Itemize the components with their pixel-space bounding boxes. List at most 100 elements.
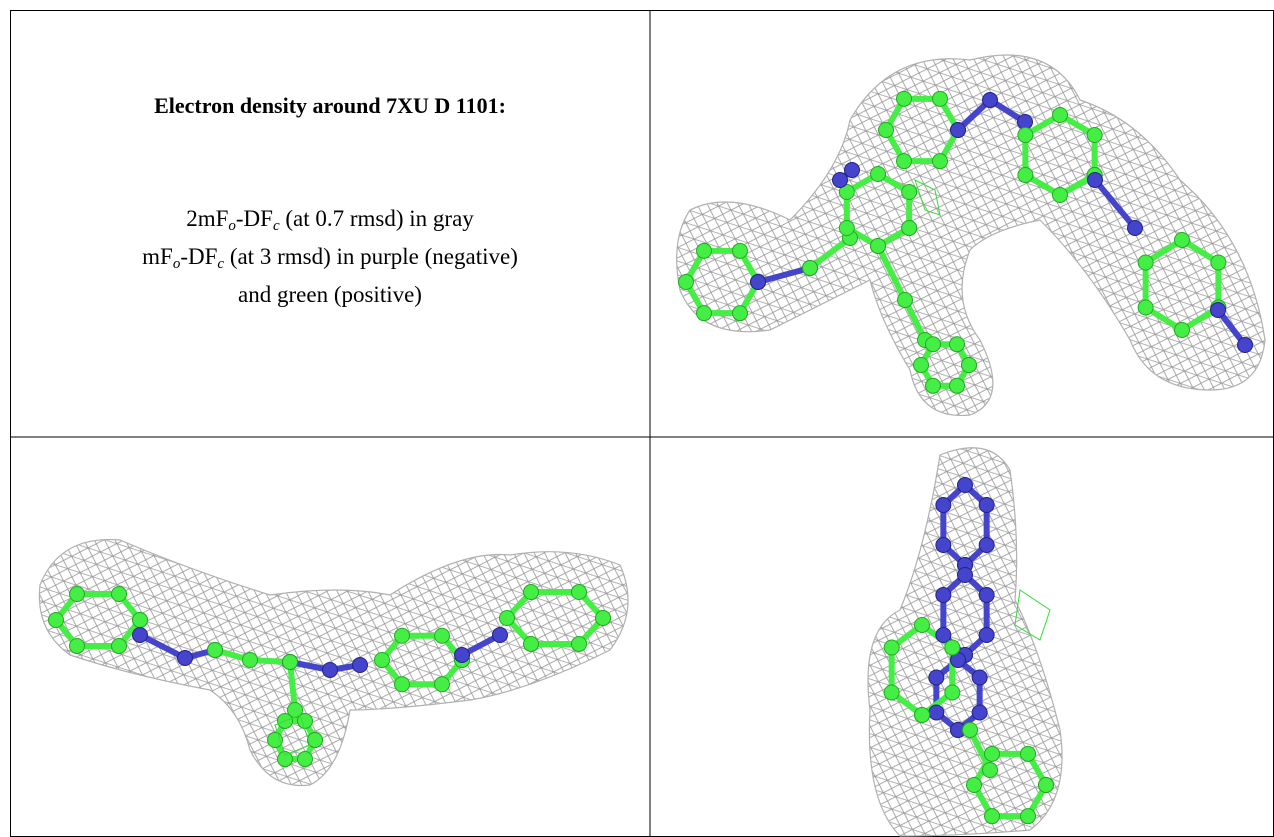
atom bbox=[395, 677, 410, 692]
atom bbox=[178, 651, 193, 666]
atom bbox=[243, 653, 258, 668]
atom bbox=[951, 123, 966, 138]
atom bbox=[929, 705, 944, 720]
text: (at 0.7 rmsd) in gray bbox=[280, 206, 474, 231]
atom bbox=[898, 293, 913, 308]
atom bbox=[936, 538, 951, 553]
atom bbox=[1088, 173, 1103, 188]
atom bbox=[112, 638, 127, 653]
atom bbox=[133, 628, 148, 643]
atom bbox=[915, 708, 930, 723]
atom bbox=[1018, 168, 1033, 183]
atom bbox=[323, 663, 338, 678]
subscript: c bbox=[273, 218, 280, 234]
molecule-renders bbox=[39, 55, 1265, 836]
atom bbox=[950, 378, 965, 393]
atom bbox=[1053, 108, 1068, 123]
atom bbox=[979, 588, 994, 603]
atom bbox=[884, 640, 899, 655]
atom bbox=[803, 261, 818, 276]
atom bbox=[697, 306, 712, 321]
atom bbox=[1021, 809, 1036, 824]
panel-title: Electron density around 7XU D 1101: bbox=[10, 93, 650, 119]
atom bbox=[1039, 778, 1054, 793]
atom bbox=[679, 275, 694, 290]
atom bbox=[983, 763, 998, 778]
atom bbox=[283, 655, 298, 670]
atom bbox=[1087, 128, 1102, 143]
atom bbox=[1175, 233, 1190, 248]
atom bbox=[972, 705, 987, 720]
density-mesh bbox=[39, 540, 628, 786]
atom bbox=[493, 628, 508, 643]
atom bbox=[455, 648, 470, 663]
atom bbox=[933, 154, 948, 169]
atom bbox=[871, 167, 886, 182]
atom bbox=[112, 587, 127, 602]
atom bbox=[972, 670, 987, 685]
atom bbox=[958, 568, 973, 583]
atom bbox=[733, 243, 748, 258]
atom bbox=[70, 587, 85, 602]
atom bbox=[572, 585, 587, 600]
atom bbox=[133, 613, 148, 628]
atom bbox=[435, 677, 450, 692]
legend: 2mFo-DFc (at 0.7 rmsd) in gray mFo-DFc (… bbox=[10, 200, 650, 314]
atom bbox=[963, 723, 978, 738]
atom bbox=[1175, 323, 1190, 338]
atom bbox=[1138, 300, 1153, 315]
atom bbox=[902, 185, 917, 200]
text: mF bbox=[142, 244, 173, 269]
text: and green (positive) bbox=[238, 282, 422, 307]
text: 2mF bbox=[186, 206, 228, 231]
atom bbox=[871, 239, 886, 254]
atom bbox=[933, 91, 948, 106]
atom bbox=[958, 478, 973, 493]
atom bbox=[936, 498, 951, 513]
atom bbox=[1021, 746, 1036, 761]
atom bbox=[945, 640, 960, 655]
text: -DF bbox=[236, 206, 273, 231]
atom bbox=[839, 221, 854, 236]
atom bbox=[985, 746, 1000, 761]
atom bbox=[967, 778, 982, 793]
atom bbox=[298, 752, 313, 767]
atom bbox=[979, 498, 994, 513]
atom bbox=[49, 613, 64, 628]
atom bbox=[915, 618, 930, 633]
atom bbox=[879, 123, 894, 138]
atom bbox=[435, 628, 450, 643]
atom bbox=[572, 636, 587, 651]
atom bbox=[914, 358, 929, 373]
atom bbox=[897, 154, 912, 169]
atom bbox=[902, 221, 917, 236]
atom bbox=[945, 685, 960, 700]
atom bbox=[833, 173, 848, 188]
atom bbox=[936, 588, 951, 603]
atom bbox=[979, 628, 994, 643]
legend-line: mFo-DFc (at 3 rmsd) in purple (negative) bbox=[10, 238, 650, 276]
atom bbox=[733, 306, 748, 321]
atom bbox=[1238, 338, 1253, 353]
atom bbox=[524, 585, 539, 600]
figure-grid bbox=[10, 10, 1274, 837]
atom bbox=[70, 638, 85, 653]
atom bbox=[983, 93, 998, 108]
atom bbox=[926, 337, 941, 352]
atom bbox=[751, 275, 766, 290]
page: Electron density around 7XU D 1101: 2mFo… bbox=[0, 0, 1274, 837]
atom bbox=[353, 658, 368, 673]
atom bbox=[897, 91, 912, 106]
atom bbox=[884, 685, 899, 700]
atom bbox=[985, 809, 1000, 824]
atom bbox=[697, 243, 712, 258]
atom bbox=[926, 378, 941, 393]
atom bbox=[1211, 255, 1226, 270]
atom bbox=[1053, 188, 1068, 203]
atom bbox=[395, 628, 410, 643]
atom bbox=[1138, 255, 1153, 270]
atom bbox=[524, 636, 539, 651]
atom bbox=[596, 611, 611, 626]
atom bbox=[936, 628, 951, 643]
atom bbox=[950, 337, 965, 352]
